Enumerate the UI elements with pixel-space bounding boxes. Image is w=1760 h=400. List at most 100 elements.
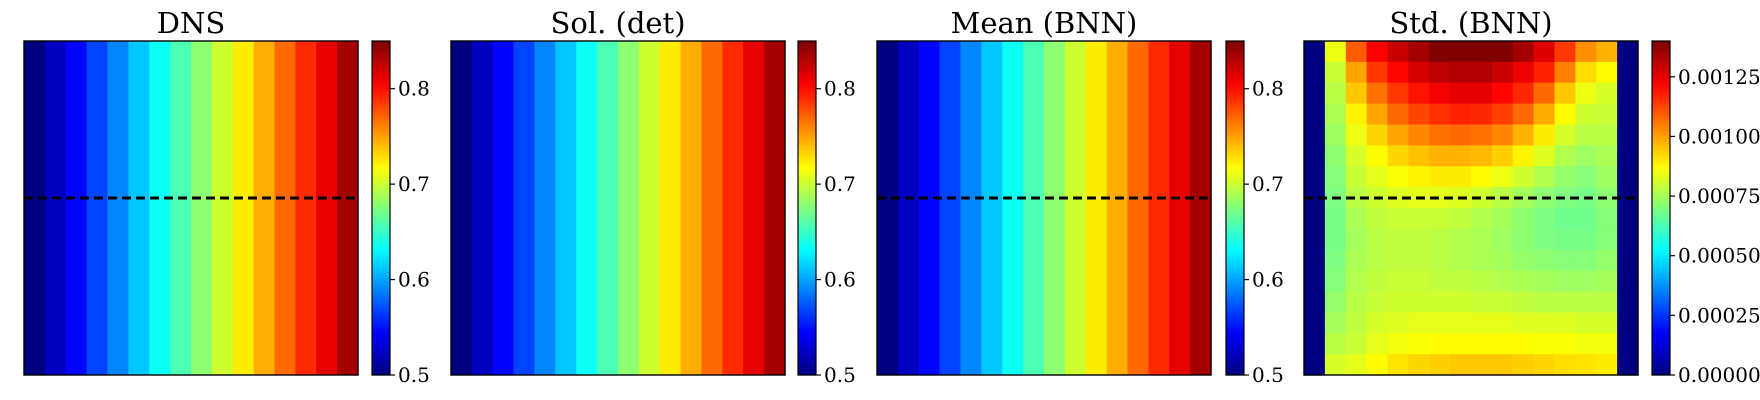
colorbar-step xyxy=(1226,74,1244,78)
colorbar-step xyxy=(372,85,390,89)
heatmap-cell xyxy=(1366,41,1389,63)
colorbar-step xyxy=(372,143,390,148)
colorbar-step xyxy=(372,63,390,67)
heatmap-column xyxy=(764,41,786,375)
panel-4: Std. (BNN)0.000000.000250.000500.000750.… xyxy=(1303,6,1760,387)
heatmap-cell xyxy=(1387,61,1409,84)
heatmap-cell xyxy=(1596,166,1618,188)
heatmap-cell xyxy=(1345,228,1368,251)
heatmap-cell xyxy=(1471,228,1493,251)
colorbar-step xyxy=(1226,338,1244,343)
colorbar-step xyxy=(1652,79,1670,84)
colorbar-step xyxy=(798,185,816,190)
heatmap-cell xyxy=(1575,124,1597,146)
colorbar-step xyxy=(1226,194,1244,198)
heatmap-cell xyxy=(1554,333,1576,355)
colorbar-step xyxy=(1226,141,1244,145)
colorbar-step xyxy=(798,344,816,348)
colorbar-step xyxy=(798,260,816,265)
colorbar-step xyxy=(1226,291,1244,295)
heatmap-cell xyxy=(1575,354,1597,376)
colorbar-step xyxy=(372,355,390,359)
colorbar-step xyxy=(1226,322,1244,326)
heatmap-cell xyxy=(1345,82,1368,105)
colorbar-step xyxy=(1652,344,1670,348)
colorbar-step xyxy=(798,99,816,103)
colorbar-step xyxy=(1226,366,1244,371)
colorbar-step xyxy=(1652,327,1670,332)
heatmap-column xyxy=(1190,41,1212,375)
colorbar: 0.5 0.6 0.7 0.8 xyxy=(797,40,856,387)
colorbar-step xyxy=(372,319,390,323)
heatmap-cell xyxy=(1366,61,1389,84)
heatmap-cell xyxy=(1324,61,1347,84)
colorbar-step xyxy=(1226,96,1244,101)
colorbar-step xyxy=(1652,166,1670,170)
colorbar-step xyxy=(1652,93,1670,98)
colorbar-step xyxy=(1226,224,1244,229)
colorbar-step xyxy=(372,324,390,329)
colorbar-step xyxy=(372,372,390,376)
heatmap-cell xyxy=(1491,270,1514,293)
colorbar-step xyxy=(798,105,816,109)
colorbar-step xyxy=(1652,52,1670,56)
colorbar-step xyxy=(1226,227,1244,231)
heatmap-cell xyxy=(1408,228,1430,251)
heatmap-cell xyxy=(1596,124,1618,146)
colorbar-step xyxy=(1652,233,1670,237)
colorbar-step xyxy=(1652,191,1670,195)
colorbar-step xyxy=(372,146,390,151)
colorbar-step xyxy=(1226,285,1244,290)
colorbar-step xyxy=(798,79,816,84)
colorbar-step xyxy=(798,146,816,151)
heatmap-cell xyxy=(1450,312,1472,334)
heatmap-column xyxy=(24,41,46,375)
colorbar-step xyxy=(1652,255,1670,259)
colorbar-step xyxy=(1226,358,1244,362)
colorbar-step xyxy=(798,135,816,140)
heatmap-cell xyxy=(1345,354,1368,376)
colorbar-step xyxy=(372,60,390,64)
colorbar-step xyxy=(1652,291,1670,295)
colorbar-tick-label: 0.5 xyxy=(398,363,430,387)
colorbar-step xyxy=(372,54,390,59)
colorbar-step xyxy=(372,221,390,226)
heatmap-cell xyxy=(1387,103,1409,126)
colorbar-step xyxy=(1652,182,1670,187)
colorbar-step xyxy=(1226,216,1244,220)
colorbar-step xyxy=(798,210,816,215)
colorbar-tick-label: 0.5 xyxy=(1252,363,1284,387)
colorbar-step xyxy=(1226,208,1244,212)
heatmap-cell xyxy=(1471,82,1493,105)
heatmap-cell xyxy=(1429,270,1451,293)
colorbar-step xyxy=(1226,361,1244,365)
heatmap-cell xyxy=(1304,41,1326,63)
colorbar-step xyxy=(798,230,816,234)
heatmap-cell xyxy=(1387,41,1409,63)
plot-frame xyxy=(450,40,786,376)
heatmap-cell xyxy=(1304,208,1326,230)
colorbar-step xyxy=(372,213,390,217)
colorbar-step xyxy=(372,227,390,231)
heatmap-cell xyxy=(1304,124,1326,146)
colorbar-step xyxy=(372,77,390,81)
colorbar-step xyxy=(798,227,816,231)
heatmap-cell xyxy=(1304,354,1326,376)
heatmap-cell xyxy=(1554,103,1576,126)
colorbar-step xyxy=(1652,66,1670,70)
colorbar-step xyxy=(372,49,390,53)
heatmap-cell xyxy=(1304,187,1326,209)
heatmap-cell xyxy=(1533,82,1556,105)
colorbar-step xyxy=(1226,124,1244,128)
colorbar-tick-label: 0.6 xyxy=(824,268,856,292)
panel-3: Mean (BNN) 0.5 0.6 0.7 0.8 xyxy=(876,6,1284,387)
colorbar-step xyxy=(798,241,816,245)
heatmap-cell xyxy=(1304,270,1326,293)
colorbar-step xyxy=(798,316,816,320)
colorbar-step xyxy=(1226,266,1244,270)
colorbar-step xyxy=(1226,263,1244,268)
heatmap-column xyxy=(743,41,765,375)
colorbar-step xyxy=(798,366,816,371)
colorbar-step xyxy=(1226,294,1244,298)
colorbar-step xyxy=(798,252,816,256)
